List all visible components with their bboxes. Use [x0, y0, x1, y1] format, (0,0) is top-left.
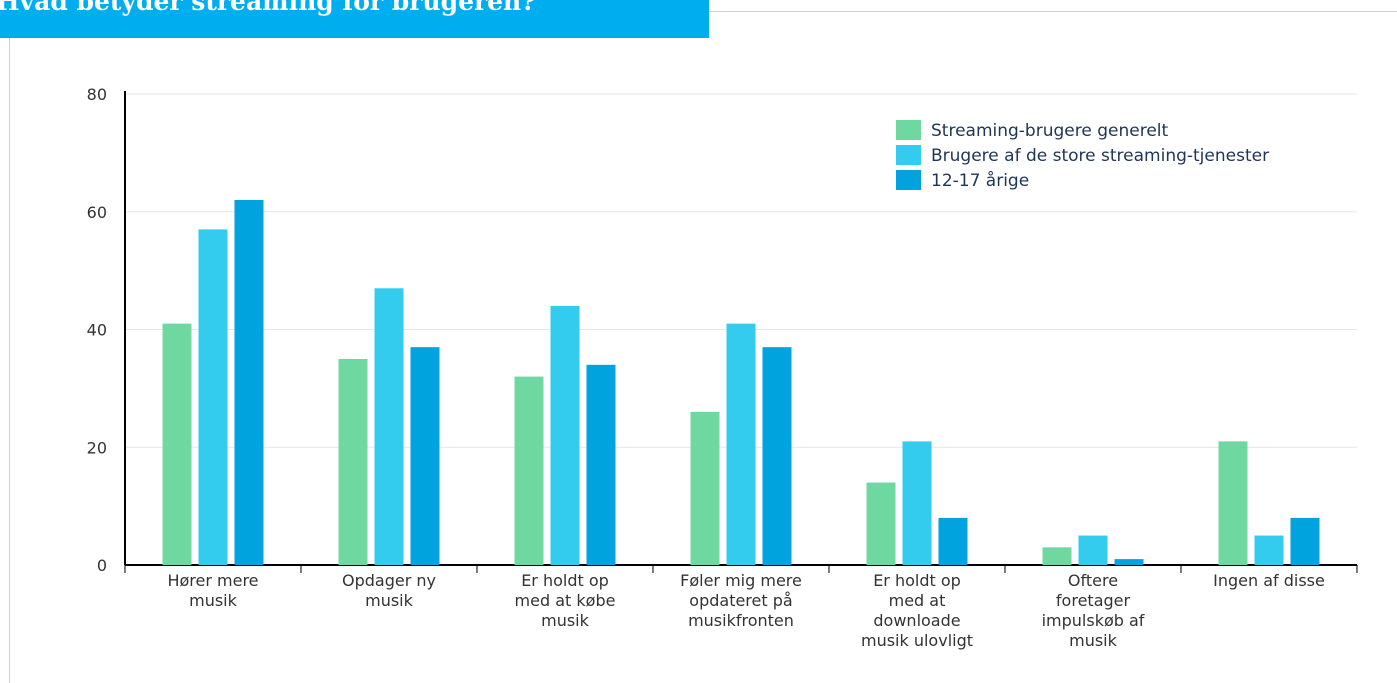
x-category-label: musik	[1069, 631, 1118, 650]
x-category-label: Ingen af disse	[1213, 571, 1325, 590]
x-category-label: Hører mere	[167, 571, 258, 590]
bar	[726, 323, 756, 565]
y-tick-label: 0	[97, 556, 107, 575]
bar	[162, 323, 192, 565]
x-category-label: Er holdt op	[521, 571, 609, 590]
bar	[514, 376, 544, 565]
x-category-label: Opdager ny	[342, 571, 436, 590]
bar	[1114, 559, 1144, 565]
bar	[1078, 535, 1108, 565]
bar	[902, 441, 932, 565]
bar	[1042, 547, 1072, 565]
x-category-label: med at købe	[515, 591, 616, 610]
x-category-label: downloade	[873, 611, 960, 630]
legend-label: Brugere af de store streaming-tjenester	[931, 146, 1269, 166]
title-banner: Hvad betyder streaming for brugeren?	[0, 0, 709, 38]
left-divider	[9, 38, 10, 683]
x-category-label: opdateret på	[689, 591, 792, 610]
x-category-label: musikfronten	[688, 611, 794, 630]
bar	[374, 288, 404, 565]
x-category-label: musik	[365, 591, 414, 610]
bar	[1290, 517, 1320, 565]
x-category-label: foretager	[1056, 591, 1131, 610]
y-tick-label: 20	[87, 438, 107, 457]
bar	[586, 364, 616, 565]
bar	[410, 347, 440, 565]
legend-swatch	[896, 145, 921, 165]
legend-swatch	[896, 120, 921, 140]
x-category-label: Oftere	[1068, 571, 1118, 590]
legend-label: 12-17 årige	[931, 170, 1029, 191]
bar	[690, 411, 720, 565]
y-tick-label: 80	[87, 85, 107, 104]
bar	[762, 347, 792, 565]
page-title: Hvad betyder streaming for brugeren?	[0, 0, 536, 16]
bar	[938, 517, 968, 565]
bar	[198, 229, 228, 565]
y-tick-label: 60	[87, 203, 107, 222]
x-category-label: musik ulovligt	[861, 631, 973, 650]
y-tick-label: 40	[87, 321, 107, 340]
bar	[866, 482, 896, 565]
x-category-label: Føler mig mere	[680, 571, 802, 590]
bar	[1254, 535, 1284, 565]
bar	[234, 199, 264, 565]
x-category-label: musik	[541, 611, 590, 630]
bar	[1218, 441, 1248, 565]
x-category-label: impulskøb af	[1042, 611, 1145, 630]
legend-swatch	[896, 170, 921, 190]
x-category-label: musik	[189, 591, 238, 610]
legend-label: Streaming-brugere generelt	[931, 121, 1168, 141]
bar	[550, 305, 580, 565]
top-divider	[709, 11, 1397, 12]
bar	[338, 358, 368, 565]
x-category-label: med at	[889, 591, 946, 610]
x-category-label: Er holdt op	[873, 571, 961, 590]
